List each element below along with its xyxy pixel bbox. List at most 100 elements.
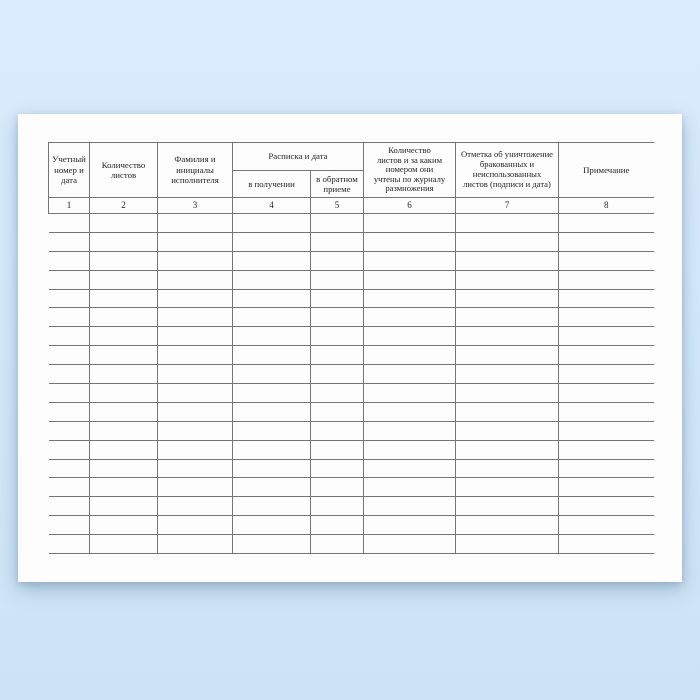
column-number-cell: 2 (89, 197, 158, 214)
empty-cell (232, 345, 311, 366)
empty-cell (310, 326, 364, 347)
empty-cell (89, 496, 158, 517)
empty-cell (363, 345, 456, 366)
empty-cell (455, 383, 559, 403)
empty-cell (89, 288, 158, 309)
empty-cell (48, 420, 90, 441)
table-row (48, 496, 654, 517)
empty-cell (310, 515, 364, 536)
empty-cell (232, 250, 311, 271)
table-row (48, 515, 654, 536)
empty-cell (558, 496, 654, 517)
empty-cell (232, 401, 311, 422)
table-body (48, 213, 654, 555)
empty-cell (558, 439, 654, 460)
empty-cell (558, 515, 654, 536)
column-header-sheets-journal-number: Количество листов и за каким номером они… (363, 142, 456, 198)
empty-cell (558, 231, 654, 252)
empty-cell (363, 439, 456, 460)
column-number-cell: 1 (48, 197, 90, 214)
empty-cell (363, 534, 456, 555)
empty-cell (89, 383, 158, 403)
empty-cell (232, 288, 311, 309)
empty-cell (89, 401, 158, 422)
empty-cell (310, 496, 364, 517)
empty-cell (157, 364, 233, 385)
empty-cell (232, 383, 311, 403)
empty-cell (363, 383, 456, 403)
paper-sheet: Учетный номер и дата Количество листов Ф… (18, 114, 682, 582)
empty-cell (455, 250, 559, 271)
empty-cell (310, 213, 364, 233)
empty-cell (232, 496, 311, 517)
empty-cell (48, 364, 90, 385)
empty-cell (48, 250, 90, 271)
empty-cell (48, 477, 90, 498)
empty-cell (157, 345, 233, 366)
empty-cell (232, 326, 311, 347)
table-row (48, 231, 654, 252)
empty-cell (48, 534, 90, 555)
empty-cell (157, 250, 233, 271)
column-subheader-on-receipt: в получении (232, 170, 311, 198)
empty-cell (363, 496, 456, 517)
empty-cell (363, 458, 456, 479)
empty-cell (310, 420, 364, 441)
empty-cell (558, 401, 654, 422)
empty-cell (363, 326, 456, 347)
empty-cell (310, 231, 364, 252)
table-row (48, 326, 654, 347)
empty-cell (455, 288, 559, 309)
table-row (48, 477, 654, 498)
empty-cell (157, 231, 233, 252)
empty-cell (48, 326, 90, 347)
empty-cell (455, 345, 559, 366)
empty-cell (558, 364, 654, 385)
empty-cell (157, 288, 233, 309)
empty-cell (232, 458, 311, 479)
empty-cell (558, 213, 654, 233)
table-row (48, 383, 654, 403)
column-number-cell: 6 (363, 197, 456, 214)
empty-cell (89, 515, 158, 536)
empty-cell (157, 307, 233, 328)
empty-cell (48, 458, 90, 479)
empty-cell (455, 515, 559, 536)
empty-cell (232, 439, 311, 460)
table-row (48, 534, 654, 555)
empty-cell (157, 515, 233, 536)
table-row (48, 401, 654, 422)
table-row (48, 439, 654, 460)
empty-cell (232, 213, 311, 233)
empty-cell (89, 326, 158, 347)
empty-cell (363, 269, 456, 290)
empty-cell (363, 364, 456, 385)
empty-cell (455, 420, 559, 441)
empty-cell (363, 231, 456, 252)
column-group-receipt-date: Расписка и дата (232, 142, 364, 171)
empty-cell (157, 269, 233, 290)
empty-cell (48, 401, 90, 422)
empty-cell (558, 534, 654, 555)
column-subheader-on-return: в обратном приеме (310, 170, 364, 198)
table-row (48, 420, 654, 441)
empty-cell (558, 458, 654, 479)
empty-cell (232, 269, 311, 290)
empty-cell (89, 477, 158, 498)
column-number-cell: 4 (232, 197, 311, 214)
empty-cell (310, 534, 364, 555)
empty-cell (310, 345, 364, 366)
empty-cell (558, 345, 654, 366)
table-row (48, 307, 654, 328)
column-number-row: 1 2 3 4 5 6 7 8 (48, 197, 654, 214)
empty-cell (157, 496, 233, 517)
table-row (48, 345, 654, 366)
empty-cell (232, 231, 311, 252)
column-number-cell: 8 (558, 197, 654, 214)
empty-cell (558, 250, 654, 271)
column-header-destruction-note: Отметка об уничтожение бракованных и неи… (455, 142, 559, 198)
empty-cell (455, 477, 559, 498)
empty-cell (157, 439, 233, 460)
column-header-sheet-count: Количество листов (89, 142, 158, 198)
empty-cell (363, 307, 456, 328)
